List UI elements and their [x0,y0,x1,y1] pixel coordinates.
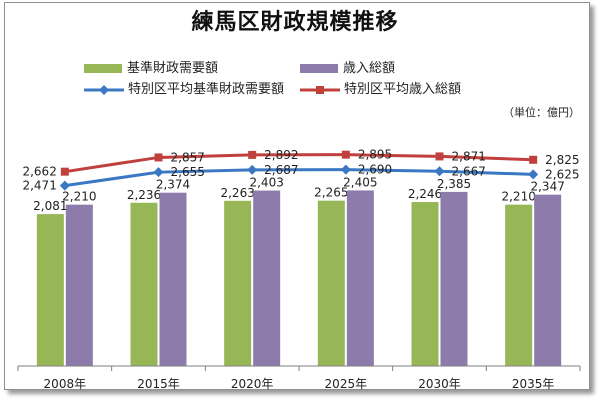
line-value-label: 2,687 [264,163,298,177]
line-value-label: 2,655 [171,165,205,179]
line-value-label: 2,892 [264,148,298,162]
line-point-2-5 [529,155,538,164]
bar-value-label: 2,263 [220,186,254,200]
legend-swatch-green [84,64,122,73]
x-tick-label: 2035年 [512,377,555,391]
bar-1-0 [36,214,64,366]
line-value-label: 2,857 [171,150,205,164]
line-value-label: 2,825 [545,153,579,167]
bar-2-2 [253,190,281,366]
legend-marker-blue-line [84,84,124,95]
legend-item-bar-1: 基準財政需要額 [84,57,218,76]
x-tick-label: 2020年 [231,377,274,391]
line-value-label: 2,625 [545,167,579,181]
bar-value-label: 2,385 [437,177,471,191]
legend-item-line-2: 特別区平均歳入総額 [300,78,461,97]
line-series-2 [64,153,534,174]
line-point-1-1 [153,167,164,178]
line-point-2-2 [248,150,257,159]
bar-value-label: 2,210 [62,190,96,204]
legend-label: 基準財政需要額 [127,61,219,76]
line-value-label: 2,690 [358,163,392,177]
bar-value-label: 2,347 [530,180,564,194]
line-series-1 [64,168,534,188]
line-point-1-5 [528,169,539,180]
legend-label: 歳入総額 [343,61,396,76]
legend-label: 特別区平均基準財政需要額 [128,82,285,97]
legend-swatch-purple [300,64,338,73]
bar-2-4 [440,191,468,366]
legend-label: 特別区平均歳入総額 [344,82,462,97]
x-tick-label: 2030年 [418,377,461,391]
bar-value-label: 2,265 [314,186,348,200]
bar-2-5 [534,194,562,366]
bar-1-4 [411,202,439,366]
x-tick-label: 2015年 [137,377,180,391]
bar-value-label: 2,246 [408,187,442,201]
line-value-label: 2,667 [452,164,486,178]
bar-value-label: 2,403 [249,176,283,190]
line-point-1-3 [340,164,351,175]
line-point-1-2 [247,164,258,175]
line-point-1-0 [59,180,70,191]
line-value-label: 2,895 [358,148,392,162]
bar-2-1 [159,192,187,366]
line-value-label: 2,871 [452,149,486,163]
line-point-2-1 [154,153,163,162]
x-tick-label: 2008年 [44,377,87,391]
legend-item-line-1: 特別区平均基準財政需要額 [84,78,284,97]
line-point-1-4 [434,166,445,177]
bar-2-3 [346,190,374,366]
bar-value-label: 2,374 [156,178,190,192]
bar-1-2 [224,200,252,366]
legend-item-bar-2: 歳入総額 [300,57,395,76]
line-point-2-0 [60,167,69,176]
legend-marker-red-line [300,85,340,94]
line-value-label: 2,662 [22,165,56,179]
bar-value-label: 2,405 [343,175,377,189]
bar-1-3 [317,200,345,366]
bar-1-5 [505,204,533,366]
line-value-label: 2,471 [22,179,56,193]
bar-1-1 [130,202,158,366]
unit-note: （単位：億円） [503,106,580,119]
x-tick-label: 2025年 [325,377,368,391]
line-point-2-4 [435,152,444,161]
line-point-2-3 [341,150,350,159]
chart-title: 練馬区財政規模推移 [191,10,399,35]
bar-value-label: 2,210 [501,190,535,204]
bar-value-label: 2,081 [33,199,67,213]
bar-2-0 [65,204,93,366]
bar-value-label: 2,236 [127,188,161,202]
